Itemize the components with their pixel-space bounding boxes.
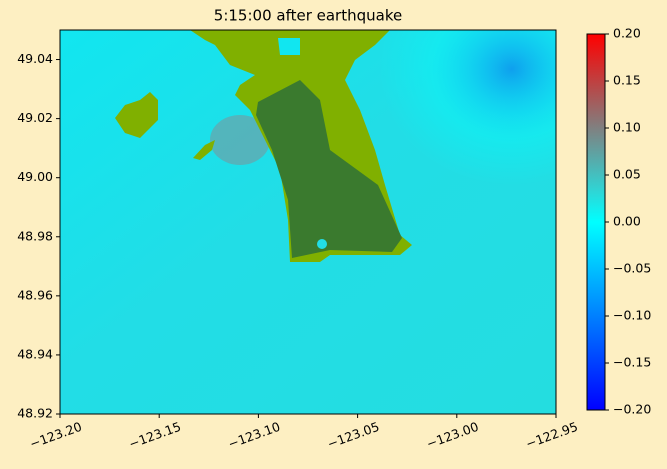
peninsula-upland — [256, 80, 402, 258]
map — [60, 30, 556, 414]
y-tick-label: 49.02 — [17, 110, 53, 125]
colorbar-tick-label: 0.10 — [613, 120, 641, 135]
colorbar-tick-label: −0.20 — [613, 402, 651, 417]
x-tick-label: −123.05 — [325, 419, 381, 452]
x-tick-label: −122.95 — [524, 419, 580, 452]
colorbar-tick-label: −0.15 — [613, 355, 651, 370]
plot-frame — [59, 29, 557, 415]
colorbar — [586, 33, 606, 411]
x-tick-label: −123.10 — [226, 419, 282, 452]
x-tick-label: −123.20 — [28, 419, 84, 452]
lake — [278, 38, 300, 55]
y-tick-label: 49.00 — [17, 169, 53, 184]
colorbar-tick-label: 0.20 — [613, 26, 641, 41]
pond — [317, 239, 327, 249]
y-tick-label: 49.04 — [17, 51, 53, 66]
colorbar-tick-label: 0.15 — [613, 73, 641, 88]
sea-crest — [210, 115, 270, 165]
colorbar-tick-label: −0.10 — [613, 308, 651, 323]
x-tick-label: −123.00 — [424, 419, 480, 452]
x-tick-label: −123.15 — [127, 419, 183, 452]
y-tick-label: 48.98 — [17, 228, 53, 243]
island — [115, 92, 158, 138]
colorbar-tick-label: 0.05 — [613, 167, 641, 182]
y-tick-label: 48.94 — [17, 346, 53, 361]
spit — [193, 140, 215, 160]
y-tick-label: 48.92 — [17, 406, 53, 421]
colorbar-tick-label: 0.00 — [613, 214, 641, 229]
y-tick-label: 48.96 — [17, 287, 53, 302]
colorbar-tick-label: −0.05 — [613, 261, 651, 276]
chart-title: 5:15:00 after earthquake — [214, 7, 402, 25]
